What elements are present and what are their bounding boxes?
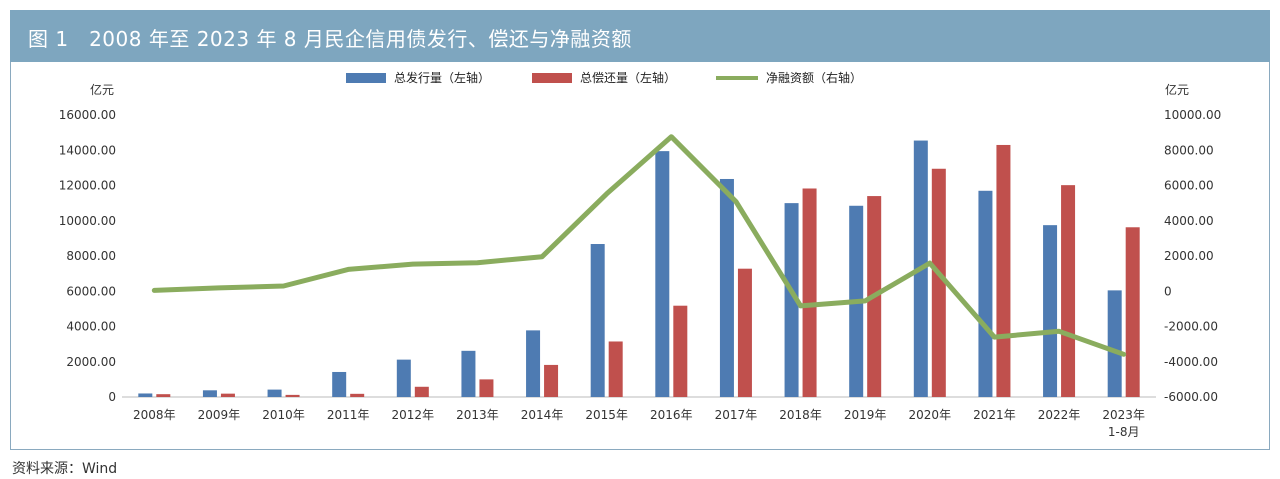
left-tick-label: 8000.00 [66, 249, 116, 263]
bar-issuance [202, 390, 217, 397]
left-axis-label: 亿元 [90, 82, 114, 97]
source-note: 资料来源：Wind [12, 461, 118, 477]
x-tick-label: 2023年 [1102, 408, 1145, 422]
x-tick-label: 2012年 [392, 408, 435, 422]
x-tick-label: 2013年 [456, 408, 499, 422]
x-tick-label: 2015年 [585, 408, 628, 422]
x-tick-label: 2018年 [779, 408, 822, 422]
bar-issuance [332, 371, 347, 397]
bar-issuance [138, 393, 153, 397]
bar-repayment [996, 144, 1011, 397]
legend-label: 总发行量（左轴） [394, 70, 490, 85]
legend-swatch [346, 73, 386, 83]
right-tick-label: 6000.00 [1164, 179, 1214, 193]
right-tick-label: -2000.00 [1164, 320, 1218, 334]
chart-area: 0 2000.00 4000.00 6000.00 8000.00 10000.00 120… [59, 70, 1222, 439]
right-axis-label: 亿元 [1165, 82, 1189, 97]
bar-repayment [608, 341, 623, 397]
right-tick-label: -4000.00 [1164, 355, 1218, 369]
bar-issuance [267, 389, 282, 397]
left-tick-label: 12000.00 [59, 179, 116, 193]
bar-issuance [719, 178, 734, 397]
legend-label: 总偿还量（左轴） [580, 70, 676, 85]
bar-issuance [590, 244, 605, 397]
bar-repayment [414, 386, 429, 397]
bar-repayment [479, 379, 494, 397]
bar-repayment [737, 268, 752, 397]
right-tick-label: 10000.00 [1164, 108, 1221, 122]
bar-repayment [350, 393, 365, 397]
x-tick-label: 2020年 [909, 408, 952, 422]
x-tick-label: 2022年 [1038, 408, 1081, 422]
x-tick-label: 2011年 [327, 408, 370, 422]
left-tick-label: 16000.00 [59, 108, 116, 122]
x-tick-label: 1-8月 [1108, 425, 1140, 439]
x-tick-label: 2019年 [844, 408, 887, 422]
x-tick-label: 2014年 [521, 408, 564, 422]
bar-repayment [156, 394, 171, 397]
bar-repayment [802, 188, 817, 397]
legend-label: 净融资额（右轴） [766, 70, 862, 85]
x-tick-label: 2016年 [650, 408, 693, 422]
bar-issuance [1043, 225, 1058, 397]
chart-header: 图 1 2008 年至 2023 年 8 月民企信用债发行、偿还与净融资额 [10, 10, 1270, 62]
line-net-financing [151, 134, 1127, 357]
bar-repayment [220, 393, 235, 397]
bar-issuance [978, 190, 993, 397]
bar-issuance [526, 330, 541, 397]
bar-issuance [784, 203, 799, 397]
chart-frame [10, 10, 1270, 450]
left-tick-label: 2000.00 [66, 355, 116, 369]
bar-issuance [396, 359, 411, 397]
bar-repayment [544, 364, 559, 397]
x-tick-label: 2008年 [133, 408, 176, 422]
left-tick-label: 14000.00 [59, 143, 116, 157]
bar-repayment [285, 394, 300, 397]
left-tick-label: 6000.00 [66, 284, 116, 298]
bar-repayment [1061, 185, 1076, 397]
x-tick-label: 2021年 [973, 408, 1016, 422]
right-tick-label: 2000.00 [1164, 249, 1214, 263]
bar-issuance [461, 350, 476, 397]
chart-title: 图 1 2008 年至 2023 年 8 月民企信用债发行、偿还与净融资额 [28, 27, 632, 51]
bar-issuance [1107, 290, 1122, 397]
right-tick-label: -6000.00 [1164, 390, 1218, 404]
x-tick-label: 2010年 [262, 408, 305, 422]
right-tick-label: 0 [1164, 284, 1172, 298]
x-tick-label: 2009年 [198, 408, 241, 422]
right-tick-label: 4000.00 [1164, 214, 1214, 228]
bar-repayment [931, 168, 946, 397]
legend-swatch [532, 73, 572, 83]
left-tick-label: 0 [108, 390, 116, 404]
bar-repayment [1125, 227, 1140, 397]
left-tick-label: 4000.00 [66, 320, 116, 334]
right-tick-label: 8000.00 [1164, 143, 1214, 157]
bar-repayment [673, 305, 688, 397]
left-tick-label: 10000.00 [59, 214, 116, 228]
bar-issuance [655, 151, 670, 397]
x-tick-label: 2017年 [715, 408, 758, 422]
